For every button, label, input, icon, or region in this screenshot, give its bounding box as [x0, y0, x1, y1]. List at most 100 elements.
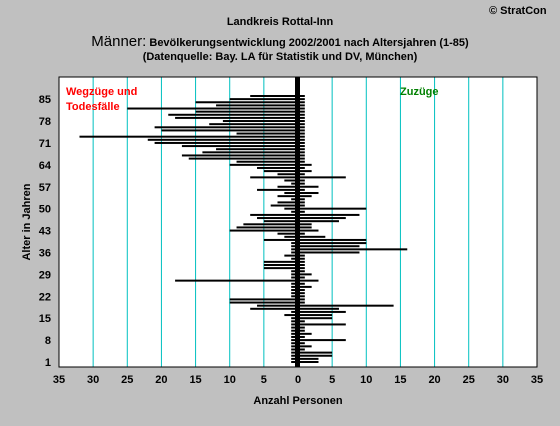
- bar-inflow: [298, 242, 367, 245]
- x-tick-label: 20: [155, 374, 167, 386]
- chart-subtitle: Bevölkerungsentwicklung 2002/2001 nach A…: [149, 37, 469, 49]
- bar-inflow: [298, 217, 346, 220]
- bar-inflow: [298, 192, 319, 195]
- bar-outflow: [161, 129, 298, 132]
- bar-outflow: [222, 120, 298, 123]
- bar-outflow: [175, 116, 298, 119]
- bar-inflow: [298, 101, 305, 104]
- x-tick-label: 0: [295, 374, 301, 386]
- bar-inflow: [298, 226, 312, 229]
- x-tick-label: 25: [121, 374, 133, 386]
- bar-inflow: [298, 166, 305, 169]
- bar-outflow: [277, 201, 298, 204]
- bar-outflow: [263, 238, 298, 241]
- bar-inflow: [298, 342, 305, 345]
- bar-outflow: [291, 285, 298, 288]
- y-tick-label: 85: [39, 94, 51, 106]
- bar-outflow: [79, 135, 298, 138]
- bar-outflow: [277, 185, 298, 188]
- bar-outflow: [257, 217, 298, 220]
- y-tick-label: 78: [39, 116, 51, 128]
- x-tick-label: 10: [224, 374, 236, 386]
- x-tick-label: 35: [53, 374, 65, 386]
- bar-inflow: [298, 95, 305, 97]
- bar-outflow: [188, 157, 298, 160]
- bar-inflow: [298, 351, 333, 354]
- bar-inflow: [298, 123, 305, 126]
- bar-inflow: [298, 295, 305, 298]
- bar-inflow: [298, 182, 305, 185]
- bar-outflow: [291, 310, 298, 313]
- bar-inflow: [298, 361, 319, 363]
- bar-outflow: [195, 110, 298, 113]
- bar-inflow: [298, 301, 305, 304]
- bar-outflow: [291, 270, 298, 273]
- bar-outflow: [127, 107, 299, 110]
- bar-outflow: [263, 263, 298, 266]
- bar-outflow: [291, 332, 298, 335]
- bar-inflow: [298, 120, 305, 123]
- region-title: Landkreis Rottal-Inn: [226, 16, 334, 28]
- bar-outflow: [291, 242, 298, 245]
- bar-outflow: [284, 192, 298, 195]
- bar-outflow: [209, 123, 298, 126]
- bar-outflow: [250, 307, 298, 310]
- bar-inflow: [298, 251, 360, 254]
- bar-outflow: [250, 213, 298, 216]
- bar-inflow: [298, 195, 312, 198]
- data-source: (Datenquelle: Bay. LA für Statistik und …: [142, 51, 418, 63]
- x-tick-label: 25: [463, 374, 475, 386]
- x-axis-label: Anzahl Personen: [253, 395, 343, 407]
- bar-inflow: [298, 113, 305, 116]
- bar-inflow: [298, 151, 305, 154]
- bar-outflow: [168, 113, 298, 116]
- chart-title: Männer: Bevölkerungsentwicklung 2002/200…: [0, 33, 560, 50]
- bar-inflow: [298, 307, 339, 310]
- bar-outflow: [277, 232, 298, 235]
- bar-outflow: [147, 138, 298, 141]
- bar-inflow: [298, 282, 305, 285]
- bar-outflow: [284, 235, 298, 238]
- bar-inflow: [298, 279, 319, 282]
- y-axis-label: Alter in Jahren: [21, 183, 33, 260]
- bar-inflow: [298, 263, 305, 266]
- bar-outflow: [236, 160, 298, 163]
- x-tick-label: 30: [497, 374, 509, 386]
- bar-inflow: [298, 213, 360, 216]
- bar-inflow: [298, 238, 367, 241]
- bar-inflow: [298, 160, 305, 163]
- bar-inflow: [298, 232, 305, 235]
- left-annotation: Wegzüge und Todesfälle: [66, 86, 140, 113]
- bar-inflow: [298, 141, 305, 144]
- bar-outflow: [284, 314, 298, 317]
- bar-outflow: [291, 339, 298, 342]
- bar-inflow: [298, 126, 305, 129]
- bar-inflow: [298, 204, 305, 207]
- bar-inflow: [298, 276, 305, 279]
- x-tick-label: 20: [428, 374, 440, 386]
- bar-inflow: [298, 298, 305, 301]
- bar-outflow: [236, 132, 298, 135]
- bar-inflow: [298, 207, 367, 210]
- bar-inflow: [298, 154, 305, 157]
- bar-outflow: [291, 357, 298, 360]
- bar-inflow: [298, 317, 333, 320]
- bar-outflow: [291, 251, 298, 254]
- bar-inflow: [298, 257, 305, 260]
- x-tick-label: 15: [189, 374, 201, 386]
- plot-border: [58, 76, 538, 368]
- bar-outflow: [284, 254, 298, 257]
- bar-outflow: [291, 342, 298, 345]
- bar-outflow: [284, 179, 298, 182]
- bar-inflow: [298, 335, 305, 338]
- bar-inflow: [298, 132, 305, 135]
- y-tick-label: 36: [39, 247, 51, 259]
- x-tick-label: 10: [360, 374, 372, 386]
- bar-outflow: [229, 229, 298, 232]
- bar-inflow: [298, 145, 305, 148]
- y-tick-label: 1: [45, 357, 51, 369]
- bar-inflow: [298, 304, 394, 307]
- bar-inflow: [298, 163, 312, 166]
- bar-outflow: [181, 154, 298, 157]
